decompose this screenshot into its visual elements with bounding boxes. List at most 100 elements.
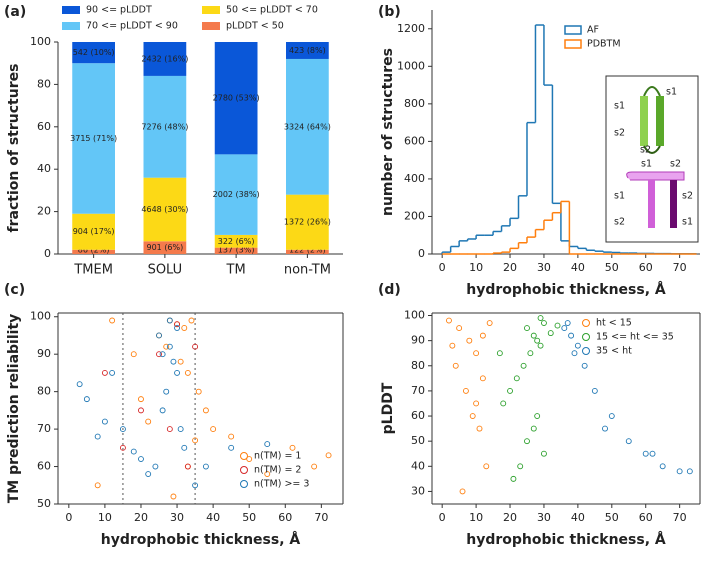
y-axis-label: TM prediction reliability [6,314,22,504]
inset: s1 s1 s2 s2 s1 s2 s1 s2 s2 s1 [605,75,699,243]
bar-segment [143,42,187,76]
scatter-point [500,400,507,407]
scatter-point [554,322,561,329]
value-label: 322 (6%) [218,237,255,246]
legend-label: 90 <= pLDDT [86,5,152,16]
scatter-point [446,317,452,324]
scatter-point [507,387,513,394]
scatter-point [170,358,177,365]
x-axis-label: hydrophobic thickness, Å [466,531,666,548]
scatter-point [561,325,568,332]
scatter-point [479,375,486,382]
bar-segment [72,213,115,250]
y-tick-label: 600 [404,134,425,147]
scatter-point [534,337,541,344]
scatter-point [547,330,554,337]
bar-segment [72,249,115,254]
scatter-point [466,337,473,344]
legend-marker [582,333,590,341]
bar-segment [72,63,115,214]
bar-segment [143,177,187,242]
scatter-point [202,407,209,414]
scatter-point [659,463,666,470]
y-tick-label: 80 [411,359,425,372]
y-tick-label: 100 [30,310,51,323]
scatter-point [469,413,476,419]
scatter-point [649,450,656,457]
bar-segment [286,249,329,254]
scatter-point [195,388,202,395]
scatter-point [540,320,547,327]
legend-marker [240,466,248,474]
legend-label: n(TM) = 1 [254,451,301,462]
y-tick-label: 40 [411,459,425,472]
legend-marker [582,347,590,355]
inset-strand [640,96,648,146]
value-label: 3715 (71%) [70,134,117,143]
bar-segment [214,154,258,235]
scatter-point [109,317,116,324]
scatter-point [192,482,199,489]
scatter-point [564,320,571,327]
scatter-point [119,426,126,433]
scatter-point [202,463,209,470]
scatter-point [181,325,188,331]
y-tick-label: 1000 [397,59,425,72]
scatter-point [537,342,544,349]
x-tick-label: 0 [439,511,446,524]
scatter-point [130,351,137,358]
x-tick-label: 20 [503,511,517,524]
y-tick-label: 50 [411,434,425,447]
legend-label: 15 <= ht <= 35 [596,332,674,343]
value-label: 2002 (38%) [213,190,260,199]
x-tick-label: 0 [439,261,446,274]
scatter-point [264,471,271,477]
scatter-point [540,450,547,457]
scatter-point [138,396,144,403]
y-tick-label: 40 [37,162,51,175]
value-label: 4648 (30%) [141,205,188,214]
scatter-point [246,456,253,463]
x-tick-label: 40 [571,261,585,274]
scatter-point [449,342,456,349]
y-axis-label: fraction of structures [6,64,22,233]
inset-label: s1 [682,217,693,228]
scatter-point [520,362,527,369]
y-tick-label: 90 [37,347,51,360]
scatter-point [177,358,184,365]
scatter-point [170,493,177,500]
scatter-point [156,332,162,339]
scatter-point [210,426,217,433]
value-label: 1372 (26%) [284,218,331,227]
x-tick-label: 60 [639,261,653,274]
scatter-point [537,315,544,321]
value-label: 542 (10%) [73,48,115,57]
y-tick-label: 70 [411,384,425,397]
inset-strand [656,96,664,146]
scatter-point [174,321,181,328]
legend-swatch [202,6,220,14]
scatter-point [527,350,534,357]
scatter-point [476,425,483,432]
scatter-point [530,332,537,339]
legend-marker [240,452,248,460]
scatter-point [94,482,101,489]
bar-segment [72,42,115,64]
legend-swatch [202,22,220,30]
scatter-point [145,471,152,477]
y-tick-label: 70 [37,422,51,435]
scatter-point [138,407,144,414]
inset-label: s2 [640,145,651,156]
scatter-point [184,463,191,470]
inset-label: s1 [614,191,625,202]
scatter-point [192,437,199,444]
scatter-point [163,388,170,395]
scatter-point [524,438,530,445]
inset-label: s2 [670,159,681,170]
scatter-point [119,444,126,451]
x-tick-label: 60 [639,511,653,524]
scatter-point [530,425,537,432]
scatter-point [166,343,173,350]
y-tick-label: 30 [411,484,425,497]
inset-label: s1 [666,87,677,98]
